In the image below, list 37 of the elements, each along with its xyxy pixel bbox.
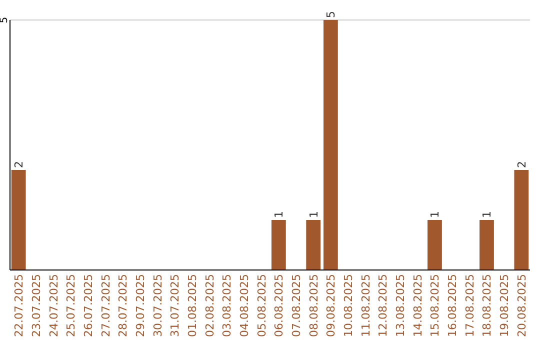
x-tick-label: 03.08.2025 [220, 274, 234, 337]
x-tick-label: 14.08.2025 [411, 274, 424, 337]
x-tick-label: 16.08.2025 [446, 274, 460, 337]
data-label: 1 [480, 211, 494, 218]
x-tick-label: 07.08.2025 [290, 274, 304, 337]
x-tick-label: 26.07.2025 [82, 274, 95, 337]
x-tick-label: 06.08.2025 [272, 274, 286, 337]
x-tick-label: 31.07.2025 [168, 274, 182, 337]
x-tick-label: 19.08.2025 [498, 274, 512, 337]
x-tick-label: 24.07.2025 [47, 274, 60, 337]
x-tick-label: 30.07.2025 [151, 274, 164, 337]
x-tick-label: 10.08.2025 [342, 274, 356, 337]
x-tick-label: 27.07.2025 [99, 274, 112, 337]
x-tick-label: 25.07.2025 [64, 274, 78, 337]
x-tick-label: 15.08.2025 [428, 274, 442, 337]
x-tick-label: 04.08.2025 [238, 274, 251, 337]
x-tick-label: 09.08.2025 [324, 274, 338, 337]
data-label: 2 [12, 161, 26, 168]
data-label: 1 [428, 211, 442, 218]
x-tick-label: 20.08.2025 [515, 274, 528, 337]
x-tick-label: 28.07.2025 [116, 274, 130, 337]
x-tick-label: 05.08.2025 [255, 274, 268, 337]
x-tick-label: 17.08.2025 [463, 274, 476, 337]
x-tick-label: 12.08.2025 [376, 274, 390, 337]
data-label: 1 [272, 211, 286, 218]
x-tick-label: 23.07.2025 [30, 274, 43, 337]
x-tick-label: 29.07.2025 [134, 274, 147, 337]
x-tick-label: 11.08.2025 [359, 274, 372, 337]
x-tick-label: 22.07.2025 [12, 274, 26, 337]
x-tick-label: 01.08.2025 [186, 274, 199, 337]
x-tick-label: 18.08.2025 [480, 274, 494, 337]
x-tick-label: 13.08.2025 [394, 274, 408, 337]
x-tick-label: 02.08.2025 [203, 274, 216, 337]
x-tick-label: 08.08.2025 [307, 274, 320, 337]
data-label: 5 [324, 11, 338, 18]
data-label: 2 [515, 161, 528, 168]
data-label: 1 [307, 211, 320, 218]
